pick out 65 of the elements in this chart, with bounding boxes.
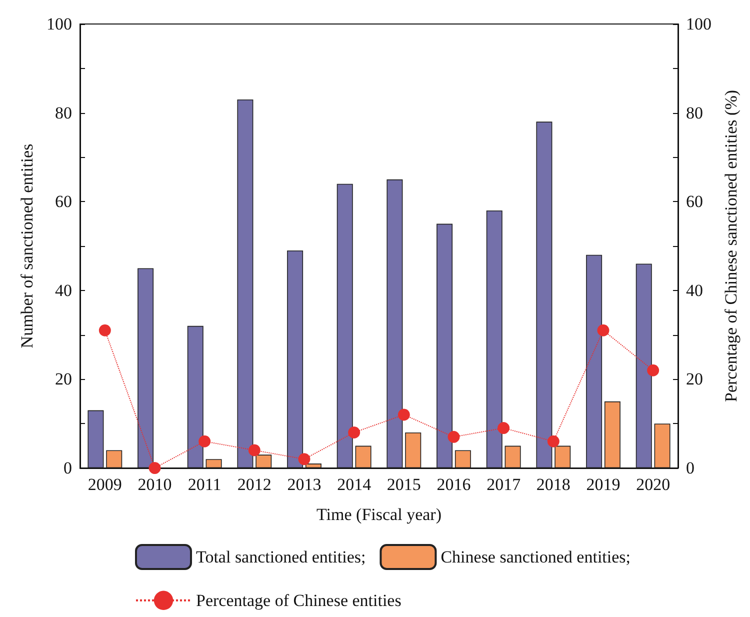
x-tick-label: 2016 (436, 475, 471, 494)
bar (654, 424, 670, 468)
bar (256, 454, 272, 468)
x-axis-title: Time (Fiscal year) (316, 505, 442, 524)
point (248, 444, 260, 456)
bar (206, 459, 222, 468)
y-tick-label: 20 (55, 370, 72, 389)
bar (636, 264, 652, 468)
bar (88, 410, 104, 468)
bar (355, 446, 372, 468)
bar (586, 254, 602, 468)
y2-tick-label: 20 (686, 370, 703, 389)
point (348, 426, 360, 438)
point (398, 408, 410, 421)
bar (237, 99, 254, 468)
bar (504, 446, 521, 468)
point (298, 453, 310, 466)
x-tick-label: 2010 (138, 475, 172, 494)
y2-tick-label: 60 (686, 192, 703, 212)
bar (287, 250, 304, 468)
y-tick-label: 60 (55, 192, 72, 212)
bar (305, 464, 322, 468)
point (98, 324, 111, 336)
x-tick-label: 2014 (337, 475, 372, 494)
bar (454, 450, 471, 468)
point (597, 324, 610, 336)
y-tick-label: 40 (55, 280, 72, 300)
point (647, 364, 660, 376)
x-tick-label: 2018 (536, 475, 570, 494)
bar (386, 179, 403, 468)
legend-label: Percentage of Chinese entities (196, 590, 402, 610)
bar (436, 224, 453, 468)
bar (536, 122, 552, 468)
point (148, 462, 161, 474)
bar (486, 210, 502, 468)
y2-tick-label: 0 (686, 458, 694, 478)
y2-tick-label: 80 (686, 103, 703, 122)
y2-axis-title: Percentage of Chinese sanctioned entities (%) (721, 90, 740, 402)
legend-label: Chinese sanctioned entities; (440, 548, 631, 566)
bar (336, 184, 353, 468)
point (547, 435, 560, 448)
x-tick-label: 2017 (486, 475, 522, 494)
bar (187, 326, 204, 468)
point (498, 422, 510, 434)
x-tick-label: 2011 (188, 475, 222, 494)
point (448, 430, 460, 443)
bar (604, 401, 620, 468)
x-tick-label: 2013 (287, 475, 322, 494)
x-tick-label: 2020 (636, 475, 670, 494)
y2-tick-label: 40 (686, 280, 703, 300)
bar (106, 450, 122, 468)
x-tick-label: 2009 (88, 475, 122, 494)
x-tick-label: 2012 (237, 475, 272, 494)
point (198, 435, 211, 448)
y-axis-title: Number of sanctioned entities (18, 144, 37, 348)
y-tick-label: 80 (55, 103, 72, 122)
y2-tick-label: 100 (686, 14, 712, 34)
x-tick-label: 2019 (586, 475, 620, 494)
y-tick-label: 100 (46, 14, 72, 34)
bar (138, 268, 154, 468)
legend-label: Total sanctioned entities; (196, 548, 366, 566)
y-tick-label: 0 (64, 458, 72, 478)
x-tick-label: 2015 (386, 475, 421, 494)
bar (405, 432, 422, 468)
bar (554, 446, 571, 468)
